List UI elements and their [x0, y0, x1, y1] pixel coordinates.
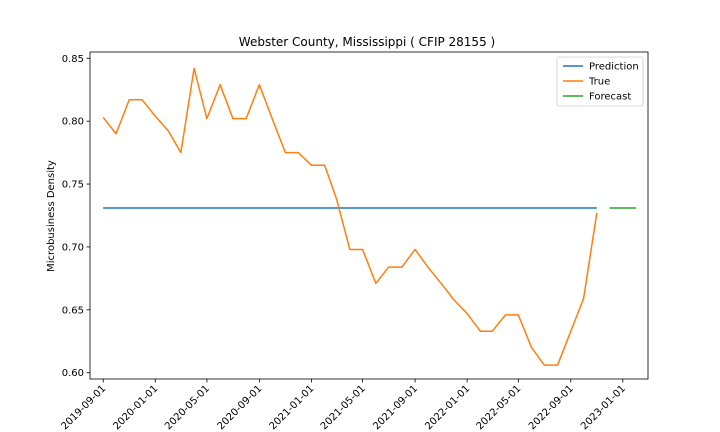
- y-tick-label: 0.75: [62, 180, 84, 191]
- x-tick-label: 2020-05-01: [163, 383, 212, 432]
- x-tick-label: 2019-09-01: [59, 383, 108, 432]
- x-tick-label: 2022-09-01: [527, 383, 576, 432]
- legend-label-prediction: Prediction: [589, 62, 639, 73]
- x-tick-label: 2022-05-01: [475, 383, 524, 432]
- y-axis-label: Microbusiness Density: [46, 160, 57, 272]
- legend-label-forecast: Forecast: [589, 92, 631, 103]
- x-tick-label: 2021-01-01: [268, 383, 317, 432]
- x-tick-label: 2020-01-01: [112, 383, 161, 432]
- y-tick-label: 0.60: [62, 368, 84, 379]
- x-tick-label: 2023-01-01: [579, 383, 628, 432]
- y-tick-label: 0.85: [62, 54, 84, 65]
- legend-box: [556, 56, 644, 107]
- series-layer: [102, 67, 637, 366]
- x-tick-label: 2020-09-01: [216, 383, 265, 432]
- y-tick-label: 0.65: [62, 305, 84, 316]
- plot-area-frame: [89, 51, 649, 380]
- x-tick-label: 2022-01-01: [423, 383, 472, 432]
- y-tick-label: 0.70: [62, 242, 84, 253]
- legend: Prediction True Forecast: [556, 56, 644, 107]
- x-tick-label: 2021-05-01: [319, 383, 368, 432]
- chart-title: Webster County, Mississippi ( CFIP 28155…: [239, 35, 495, 49]
- legend-label-true: True: [588, 77, 610, 88]
- series-line-true: [102, 67, 598, 366]
- x-tick-label: 2021-09-01: [371, 383, 420, 432]
- y-tick-label: 0.80: [62, 117, 84, 128]
